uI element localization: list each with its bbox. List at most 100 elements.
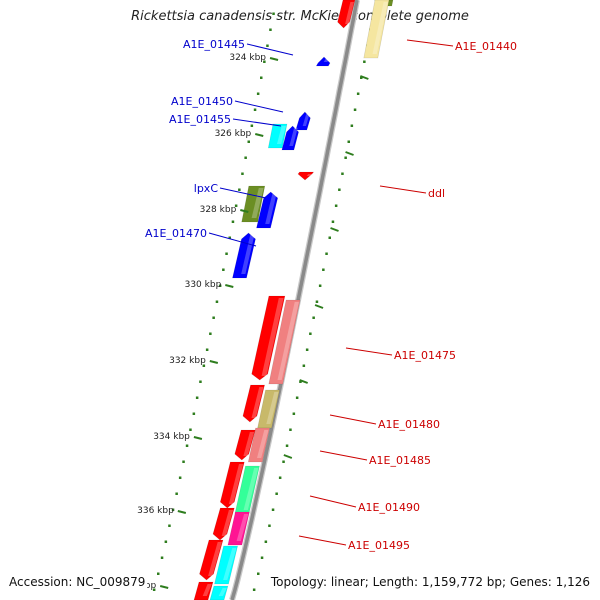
ring-dot-outer [312, 316, 315, 319]
ring-dot-outer [331, 220, 335, 223]
ring-dot-outer [334, 204, 338, 207]
ring-dot-outer [325, 252, 328, 255]
ring-dot-outer [305, 348, 309, 351]
gene-feature-shade [277, 302, 299, 380]
ring-dot-inner [272, 12, 275, 15]
gene-feature-shade [261, 298, 284, 376]
ring-dot-outer [289, 428, 292, 431]
gene-label-right: A1E_01485 [369, 454, 431, 467]
right-label-leader [345, 347, 393, 356]
gene-feature [193, 581, 214, 600]
gene-label-right: A1E_01475 [394, 349, 456, 362]
ring-dot-outer [341, 172, 344, 175]
ring-dot-outer [302, 364, 306, 367]
gene-label-right: A1E_01440 [455, 40, 517, 53]
kbp-tick-label: 336 kbp [137, 506, 174, 516]
ring-dot-outer [252, 588, 256, 591]
gene-feature [247, 427, 270, 463]
ring-dot-outer [275, 492, 278, 495]
kbp-tick-label: 330 kbp [185, 280, 222, 290]
ring-dot-inner [189, 428, 192, 431]
gene-feature-shade [265, 194, 277, 224]
left-label-leader [232, 118, 282, 127]
gene-labels: A1E_01445 A1E_01450 A1E_01455 lpxC A1E_01470… [145, 38, 517, 552]
gene-feature [315, 56, 331, 67]
gene-label-left: A1E_01450 [171, 95, 233, 108]
gene-feature [227, 511, 250, 546]
gene-feature [212, 507, 235, 541]
gene-feature-shade [228, 464, 244, 504]
gene-feature-shade [323, 59, 330, 62]
label-leaders [208, 39, 454, 546]
ring-dot-outer [350, 124, 354, 127]
ring-dot-inner [195, 396, 199, 399]
gene-feature-shade [372, 2, 388, 54]
gene-feature-shade [277, 126, 286, 144]
ring-dot-outer [299, 380, 302, 383]
gene-label-right: A1E_01480 [378, 418, 440, 431]
ring-dot-inner [244, 156, 247, 159]
gene-label-right: A1E_01495 [348, 539, 410, 552]
kbp-tick-label: 328 kbp [200, 205, 237, 215]
outer-ring-dash [360, 75, 369, 80]
gene-feature-shade [208, 542, 222, 576]
kbp-tick-mark [240, 209, 249, 213]
gene-feature [219, 461, 245, 509]
gene-feature-shade [289, 128, 298, 146]
ring-dot-outer [309, 332, 312, 335]
kbp-tick-label: 326 kbp [215, 129, 252, 139]
ring-dot-inner [212, 316, 215, 319]
ring-dot-inner [171, 508, 175, 511]
ring-dot-inner [175, 492, 178, 495]
right-label-leader [406, 39, 454, 47]
ring-dot-outer [285, 444, 289, 447]
ring-dot-inner [231, 220, 235, 223]
kbp-tick-mark [159, 585, 169, 589]
gene-label-left: A1E_01470 [145, 227, 207, 240]
gene-feature [257, 389, 280, 429]
ring-dot-outer [318, 284, 322, 287]
gene-feature [242, 384, 265, 423]
ring-dot-inner [250, 124, 254, 127]
gene-feature-shade [257, 430, 269, 458]
ring-dot-outer [260, 556, 264, 559]
gene-feature-shade [345, 2, 354, 24]
kbp-tick-mark [255, 133, 264, 137]
ring-dot-outer [363, 60, 366, 63]
ring-dot-outer [264, 540, 268, 543]
ring-dot-outer [271, 508, 275, 511]
gene-feature-shade [302, 114, 310, 126]
outer-ring-dash [345, 151, 354, 156]
gene-feature-shade [221, 510, 234, 536]
ring-dot-outer [344, 156, 347, 159]
left-label-leader [246, 43, 294, 56]
gene-feature-shade [243, 468, 259, 510]
ring-dot-inner [256, 92, 260, 95]
kbp-tick-mark [193, 436, 203, 440]
ring-dot-inner [228, 236, 231, 239]
ring-dot-inner [269, 28, 272, 31]
gene-label-left: A1E_01445 [183, 38, 245, 51]
accession-label: Accession: NC_009879 [7, 575, 148, 589]
gene-feature [281, 125, 299, 151]
outer-ring-dash [314, 304, 324, 309]
ring-dot-inner [266, 44, 269, 47]
ring-dot-inner [234, 204, 238, 207]
ring-dot-inner [178, 476, 182, 479]
ring-dot-inner [253, 108, 257, 111]
ring-dot-inner [202, 364, 206, 367]
right-label-leader [298, 535, 347, 546]
ring-dot-outer [292, 412, 296, 415]
ring-dot-inner [164, 540, 168, 543]
ring-dot-inner [160, 556, 164, 559]
left-label-leader [234, 100, 284, 113]
left-label-leader [208, 232, 257, 247]
gene-feature-shade [218, 588, 227, 596]
gene-feature [209, 585, 229, 600]
gene-feature-shade [236, 514, 249, 541]
ring-dot-outer [328, 236, 331, 239]
ring-dot-inner [182, 460, 185, 463]
gene-feature [214, 545, 238, 585]
ring-dot-inner [225, 252, 228, 255]
